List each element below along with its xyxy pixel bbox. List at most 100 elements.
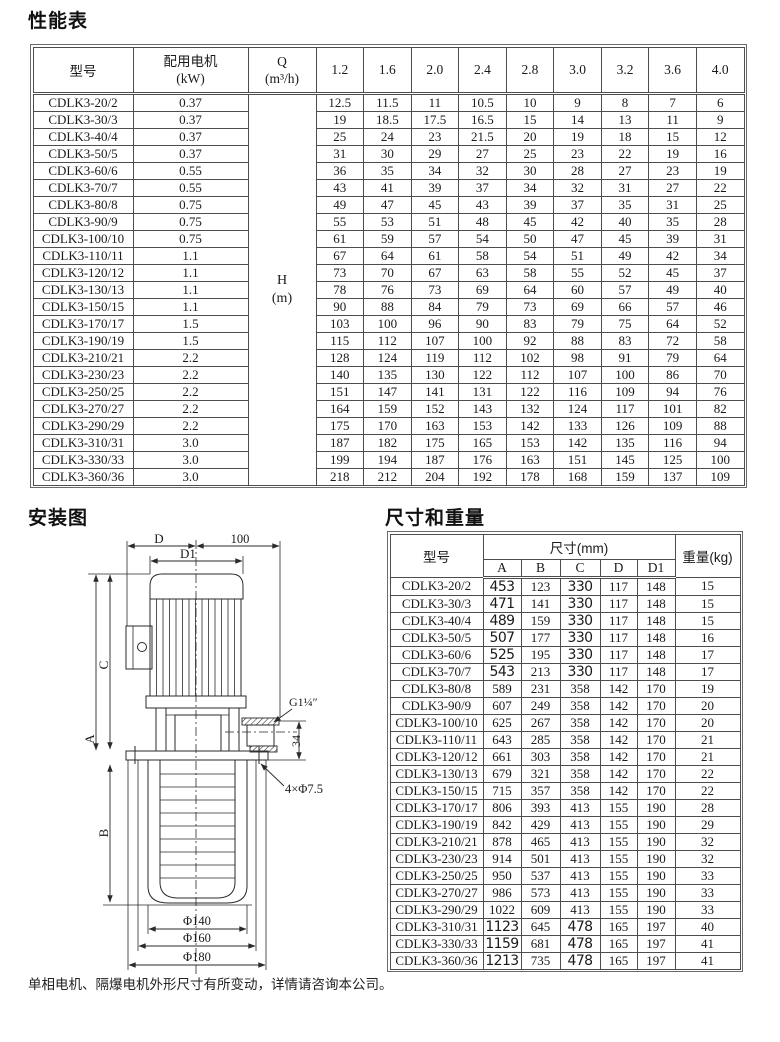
table-row: CDLK3-40/4 0.37 25 24 23 21.5 20 19 18 15 12 [32, 127, 745, 146]
dimension-cell: 478 [559, 917, 601, 936]
head-value-cell: 55 [553, 263, 602, 282]
dimension-cell: 197 [636, 934, 676, 953]
table-row: CDLK3-70/7 543 213 330 117 148 17 [389, 662, 741, 681]
dimension-cell: 413 [559, 900, 601, 919]
weight-cell: 32 [674, 849, 741, 868]
model-cell: CDLK3-130/13 [389, 764, 484, 783]
dimension-cell: 1213 [482, 951, 522, 970]
head-value-cell: 28 [695, 212, 745, 231]
weight-cell: 22 [674, 781, 741, 800]
dimension-cell: 321 [520, 764, 561, 783]
head-value-cell: 12.5 [315, 92, 365, 112]
head-value-cell: 131 [458, 382, 507, 401]
head-value-cell: 94 [695, 433, 745, 452]
head-value-cell: 187 [410, 450, 460, 469]
weight-cell: 22 [674, 764, 741, 783]
model-cell: CDLK3-290/29 [32, 416, 134, 435]
dimension-cell: 573 [520, 883, 561, 902]
table-row: CDLK3-270/27 986 573 413 155 190 33 [389, 883, 741, 902]
performance-header-row: 型号 配用电机 (kW) Q (m³/h) 1.2 1.6 2.0 2.4 2.8 3.0… [32, 46, 745, 95]
head-value-cell: 55 [315, 212, 365, 231]
head-value-cell: 132 [505, 399, 555, 418]
head-value-cell: 151 [553, 450, 602, 469]
flow-column-header: 4.0 [695, 46, 745, 95]
head-value-cell: 6 [695, 92, 745, 112]
head-value-cell: 28 [553, 161, 602, 180]
dimension-cell: 190 [636, 832, 676, 851]
head-value-cell: 86 [648, 365, 697, 384]
dimension-cell: 413 [559, 798, 601, 817]
head-value-cell: 73 [315, 263, 365, 282]
head-value-cell: 163 [410, 416, 460, 435]
dimension-cell: 393 [520, 798, 561, 817]
head-value-cell: 25 [505, 144, 555, 163]
head-value-cell: 137 [648, 467, 697, 486]
dimension-cell: 679 [482, 764, 522, 783]
head-value-cell: 49 [600, 246, 650, 265]
head-value-cell: 41 [363, 178, 412, 197]
model-cell: CDLK3-80/8 [389, 679, 484, 698]
dimension-cell: 681 [520, 934, 561, 953]
weight-cell: 21 [674, 730, 741, 749]
dimension-cell: 842 [482, 815, 522, 834]
model-cell: CDLK3-50/5 [32, 144, 134, 163]
head-value-cell: 109 [695, 467, 745, 486]
dimension-cell: 413 [559, 883, 601, 902]
head-value-cell: 130 [410, 365, 460, 384]
head-value-cell: 52 [695, 314, 745, 333]
model-cell: CDLK3-60/6 [389, 645, 484, 664]
head-value-cell: 73 [505, 297, 555, 316]
model-cell: CDLK3-310/31 [32, 433, 134, 452]
dimension-cell: 155 [599, 849, 638, 868]
dim-100-label: 100 [231, 534, 250, 546]
dimension-cell: 589 [482, 679, 522, 698]
table-row: CDLK3-310/31 1123 645 478 165 197 40 [389, 917, 741, 936]
model-cell: CDLK3-360/36 [389, 951, 484, 970]
head-value-cell: 19 [695, 161, 745, 180]
head-value-cell: 153 [505, 433, 555, 452]
dimension-cell: 806 [482, 798, 522, 817]
dimension-cell: 142 [599, 696, 638, 715]
dimension-cell: 148 [636, 594, 676, 613]
dimension-cell: 148 [636, 611, 676, 630]
head-value-cell: 163 [505, 450, 555, 469]
head-value-cell: 57 [648, 297, 697, 316]
dimension-cell: 142 [599, 679, 638, 698]
dimension-cell: 267 [520, 713, 561, 732]
table-row: CDLK3-230/23 2.2 140 135 130 122 112 107 100 86 70 [32, 365, 745, 384]
weight-cell: 29 [674, 815, 741, 834]
head-value-cell: 34 [410, 161, 460, 180]
table-row: CDLK3-30/3 471 141 330 117 148 15 [389, 594, 741, 613]
dimension-cell: 170 [636, 696, 676, 715]
weight-cell: 21 [674, 747, 741, 766]
table-row: CDLK3-20/2 0.37 H (m) 12.5 11.5 11 10.5 10 9 8 7 6 [32, 92, 745, 486]
flow-column-header: 2.0 [410, 46, 460, 95]
head-value-cell: 29 [410, 144, 460, 163]
model-cell: CDLK3-100/10 [389, 713, 484, 732]
head-value-cell: 218 [315, 467, 365, 486]
head-value-cell: 135 [363, 365, 412, 384]
dimension-cell: 358 [559, 747, 601, 766]
head-value-cell: 39 [505, 195, 555, 214]
stage-rings [160, 773, 235, 879]
dimensions-title: 尺寸和重量 [385, 508, 486, 529]
head-value-cell: 53 [363, 212, 412, 231]
dimension-cell: 1022 [482, 900, 522, 919]
table-row: CDLK3-20/2 453 123 330 117 148 15 [389, 576, 741, 596]
head-value-cell: 109 [600, 382, 650, 401]
model-cell: CDLK3-250/25 [389, 866, 484, 885]
junction-box [125, 625, 153, 670]
dimension-cell: 914 [482, 849, 522, 868]
head-value-cell: 24 [363, 127, 412, 146]
motor-fins [156, 599, 235, 696]
table-row: CDLK3-210/21 2.2 128 124 119 112 102 98 91 79 64 [32, 348, 745, 367]
head-value-cell: 192 [458, 467, 507, 486]
model-cell: CDLK3-150/15 [389, 781, 484, 800]
weight-cell: 33 [674, 883, 741, 902]
head-value-cell: 88 [363, 297, 412, 316]
head-value-cell: 31 [695, 229, 745, 248]
head-value-cell: 23 [648, 161, 697, 180]
head-value-cell: 143 [458, 399, 507, 418]
thread-leader [273, 708, 293, 723]
motor-power-cell: 2.2 [132, 365, 249, 384]
